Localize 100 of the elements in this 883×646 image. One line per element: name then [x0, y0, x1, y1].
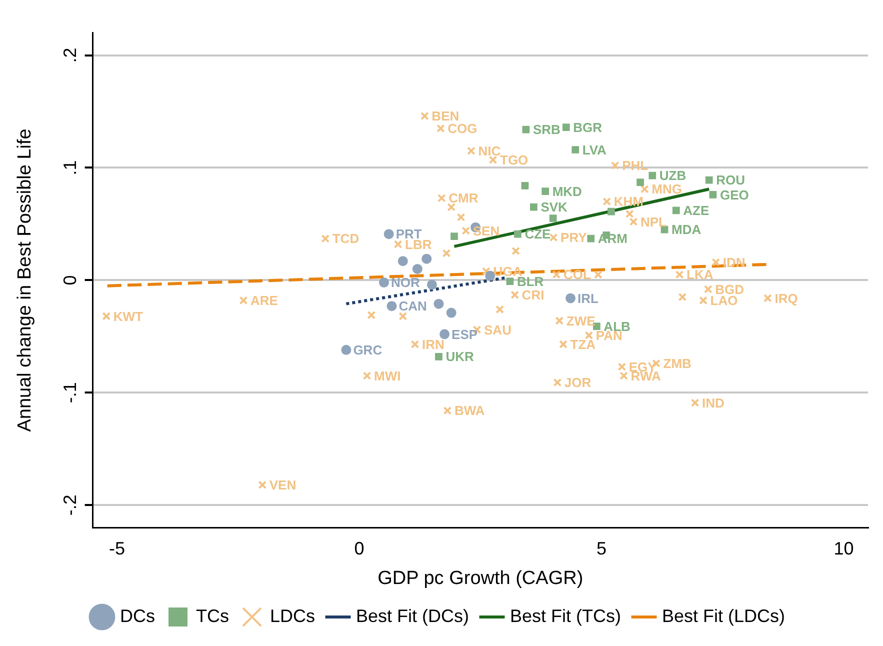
point	[410, 340, 420, 348]
annotation: KHM	[614, 194, 644, 210]
annotation: IND	[702, 395, 724, 410]
y-tick-label: -.2	[60, 494, 80, 516]
point	[572, 146, 580, 154]
annotation: BWA	[454, 403, 486, 418]
point	[488, 156, 498, 164]
x-tick-label: 0	[354, 538, 364, 558]
point	[555, 316, 564, 325]
point	[436, 124, 445, 133]
annotation: AZE	[683, 203, 710, 218]
point	[482, 267, 490, 276]
annotation: UKR	[446, 349, 475, 364]
point	[640, 184, 649, 194]
point	[712, 258, 720, 266]
annotation: PHL	[622, 158, 648, 174]
point	[566, 293, 576, 304]
annotation: SEN	[472, 223, 500, 238]
point	[704, 285, 712, 294]
point	[462, 226, 470, 235]
point	[764, 294, 772, 302]
point	[467, 146, 476, 156]
point	[398, 256, 408, 266]
annotation: GRC	[353, 342, 383, 358]
point	[530, 203, 538, 211]
annotation: VEN	[269, 477, 296, 492]
legend-label: Best Fit (DCs)	[356, 606, 470, 626]
annotation: ZMB	[663, 356, 692, 371]
annotation: NOR	[390, 275, 420, 290]
point	[699, 296, 708, 305]
point	[398, 312, 408, 320]
point	[610, 161, 620, 170]
annotation: LKA	[686, 267, 714, 282]
point	[709, 191, 717, 198]
point	[559, 340, 568, 348]
point	[446, 308, 456, 318]
point	[542, 188, 550, 196]
legend-label: LDCs	[270, 606, 315, 626]
annotation: ZWE	[566, 313, 596, 328]
point	[562, 124, 570, 131]
point	[625, 210, 634, 218]
annotation: ROU	[716, 172, 745, 188]
point	[636, 178, 644, 186]
point	[705, 176, 713, 184]
point	[321, 234, 330, 243]
point	[678, 292, 687, 302]
annotation: TGO	[500, 152, 528, 168]
point	[485, 270, 496, 281]
point	[510, 290, 519, 299]
point	[258, 480, 267, 490]
point	[378, 277, 389, 288]
annotation: BGR	[573, 120, 603, 135]
annotation: SRB	[532, 122, 560, 138]
point	[584, 331, 594, 340]
annotation: KWT	[113, 308, 144, 324]
y-tick-label: -.1	[60, 382, 80, 404]
point	[514, 230, 522, 238]
point	[521, 182, 529, 190]
point	[456, 213, 466, 222]
x-axis-title: GDP pc Growth (CAGR)	[378, 568, 584, 589]
annotation: NIC	[478, 143, 502, 158]
point	[512, 246, 520, 256]
point	[442, 249, 451, 258]
point	[608, 208, 615, 216]
point	[412, 264, 422, 274]
point	[522, 126, 530, 134]
x-tick-label: 5	[596, 538, 607, 558]
point	[629, 218, 638, 226]
point	[672, 206, 680, 214]
point	[239, 296, 248, 305]
point	[102, 312, 111, 320]
point	[506, 278, 514, 286]
annotation: SAU	[484, 322, 512, 338]
annotation: PRY	[560, 230, 588, 246]
point	[690, 398, 700, 407]
annotation: SVK	[540, 200, 568, 215]
annotation: ARE	[250, 293, 278, 308]
point	[553, 378, 562, 387]
point	[384, 229, 394, 240]
point	[443, 406, 452, 415]
annotation: JOR	[564, 375, 592, 390]
point	[362, 372, 372, 380]
point	[434, 298, 444, 309]
annotation: IRN	[422, 336, 444, 352]
point	[447, 202, 456, 212]
point	[587, 234, 595, 242]
annotation: ESP	[452, 326, 478, 342]
annotation: UZB	[659, 168, 686, 184]
annotation: CMR	[448, 190, 479, 206]
annotation: CAN	[398, 298, 427, 314]
point	[420, 112, 429, 120]
x-tick-label: 10	[834, 538, 854, 558]
point	[394, 240, 402, 248]
point	[660, 226, 668, 234]
annotation: NPL	[640, 214, 667, 230]
annotation: IRQ	[774, 290, 798, 306]
legend-label: TCs	[196, 606, 229, 626]
point	[426, 280, 437, 290]
annotation: LVA	[582, 142, 608, 158]
point	[602, 197, 612, 206]
